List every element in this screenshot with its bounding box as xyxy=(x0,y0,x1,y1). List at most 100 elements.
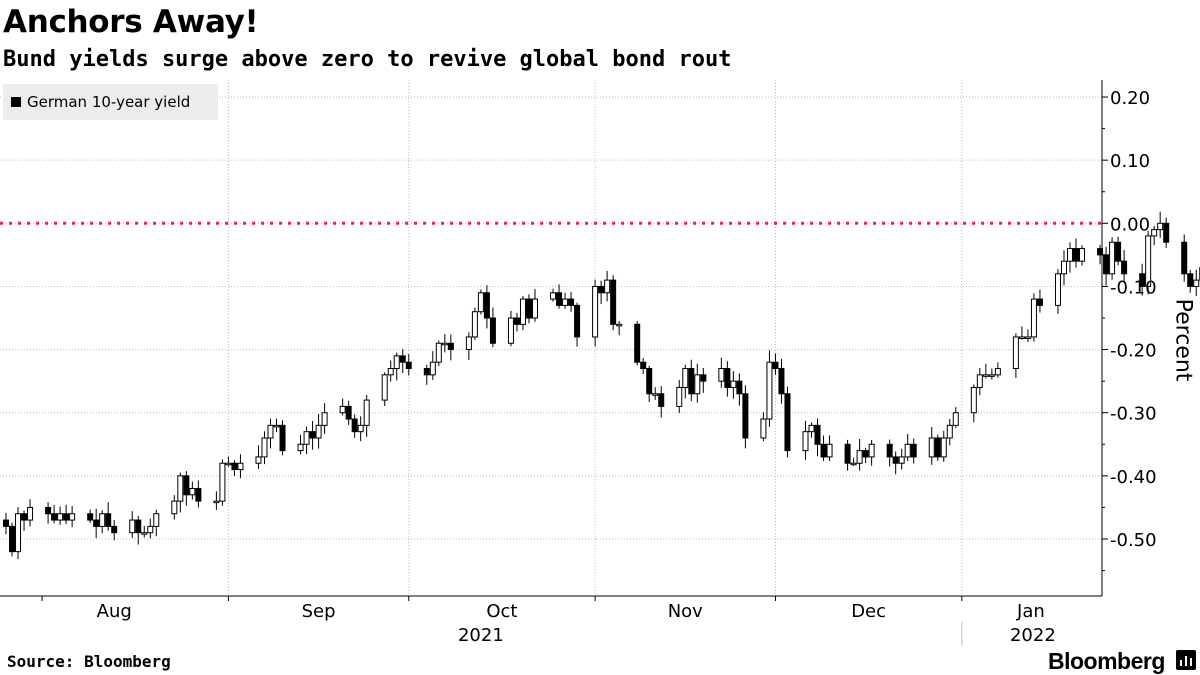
candle-down xyxy=(556,292,563,306)
candle-up xyxy=(604,279,611,294)
candle-up xyxy=(15,513,22,553)
candle-down xyxy=(910,443,917,458)
candle-down xyxy=(1163,222,1170,243)
candle-up xyxy=(1151,229,1158,237)
candle-up xyxy=(1018,336,1025,339)
candle-down xyxy=(525,298,532,319)
candle-up xyxy=(471,311,478,338)
candle-up xyxy=(1012,336,1019,370)
candle-down xyxy=(886,443,893,458)
candle-down xyxy=(1139,273,1146,287)
candle-up xyxy=(339,405,346,414)
candle-up xyxy=(219,462,226,502)
candle-up xyxy=(225,462,232,466)
candle-up xyxy=(1109,241,1116,275)
axes: 0.20 0.10 0.00 -0.10 -0.20 -0.30 -0.40 -0.50 Aug… xyxy=(0,80,1157,646)
candle-up xyxy=(550,292,557,300)
candle-down xyxy=(87,513,94,521)
candle-down xyxy=(1036,298,1043,306)
candle-up xyxy=(718,368,725,382)
candle-up xyxy=(1054,273,1061,306)
candle-down xyxy=(93,519,100,527)
candle-down xyxy=(820,443,827,458)
candle-down xyxy=(195,487,202,502)
y-tick-label: -0.50 xyxy=(1110,530,1157,551)
y-tick-label: -0.10 xyxy=(1110,277,1157,298)
source-note: Source: Bloomberg xyxy=(7,652,171,671)
y-tick-label: -0.20 xyxy=(1110,341,1157,362)
candle-up xyxy=(826,443,833,458)
candle-down xyxy=(610,279,617,325)
chart-title: Anchors Away! xyxy=(3,4,259,40)
candle-up xyxy=(213,500,220,504)
candle-up xyxy=(1067,248,1073,262)
candle-down xyxy=(646,368,653,395)
grid-lines xyxy=(0,80,1102,596)
candle-up xyxy=(904,443,911,458)
candle-up xyxy=(477,292,484,313)
y-tick-label: 0.00 xyxy=(1110,214,1150,235)
bloomberg-logo: Bloomberg xyxy=(1048,648,1165,674)
candle-up xyxy=(441,342,448,346)
candle-down xyxy=(1073,248,1080,262)
candle-down xyxy=(724,368,731,388)
candle-down xyxy=(9,525,16,553)
candle-up xyxy=(1193,279,1200,287)
x-month-label: Sep xyxy=(302,601,336,622)
candle-up xyxy=(267,424,274,439)
candle-up xyxy=(435,342,442,363)
y-tick-label: -0.30 xyxy=(1110,404,1157,425)
candle-up xyxy=(1157,222,1164,231)
bloomberg-terminal-icon xyxy=(1176,650,1196,670)
candle-down xyxy=(3,519,9,527)
candle-up xyxy=(928,437,935,458)
candle-up xyxy=(177,475,184,502)
candle-up xyxy=(1145,235,1152,287)
candle-up xyxy=(1024,336,1031,339)
candle-down xyxy=(1115,241,1122,262)
candle-up xyxy=(393,355,400,370)
candle-up xyxy=(519,298,526,325)
candle-down xyxy=(423,368,430,376)
legend: German 10-year yield xyxy=(3,84,218,120)
candle-down xyxy=(658,393,665,407)
y-tick-label: -0.40 xyxy=(1110,467,1157,488)
candle-up xyxy=(153,513,160,527)
candle-down xyxy=(513,317,520,325)
candle-down xyxy=(447,342,454,351)
candle-down xyxy=(489,317,496,344)
candle-up xyxy=(676,386,683,407)
candle-up xyxy=(531,298,538,319)
candle-up xyxy=(808,424,815,433)
legend-swatch xyxy=(11,97,21,107)
candle-down xyxy=(1121,260,1128,275)
candle-up xyxy=(129,519,136,534)
candle-up xyxy=(898,456,905,464)
candle-up xyxy=(868,443,875,458)
candle-down xyxy=(640,361,647,370)
candle-down xyxy=(598,285,605,294)
x-month-label: Jan xyxy=(1016,601,1045,622)
candle-up xyxy=(303,431,310,445)
candle-down xyxy=(778,368,785,395)
candle-up xyxy=(802,431,809,452)
candle-up xyxy=(315,424,322,439)
candle-up xyxy=(652,393,659,396)
x-month-label: Aug xyxy=(97,601,132,622)
candle-up xyxy=(994,368,1001,376)
candle-up xyxy=(171,500,178,515)
candle-up xyxy=(27,506,34,521)
candle-down xyxy=(862,450,869,458)
candle-up xyxy=(1079,248,1086,262)
y-tick-label: 0.20 xyxy=(1110,88,1150,109)
candle-down xyxy=(688,368,695,395)
x-month-label: Nov xyxy=(668,601,703,622)
candle-up xyxy=(429,361,436,376)
candle-up xyxy=(952,412,959,426)
candle-up xyxy=(363,399,370,426)
chart-subtitle: Bund yields surge above zero to revive g… xyxy=(3,47,732,72)
candle-up xyxy=(69,513,76,521)
candle-up xyxy=(273,424,280,428)
candle-up xyxy=(357,424,364,433)
candle-down xyxy=(105,513,112,527)
